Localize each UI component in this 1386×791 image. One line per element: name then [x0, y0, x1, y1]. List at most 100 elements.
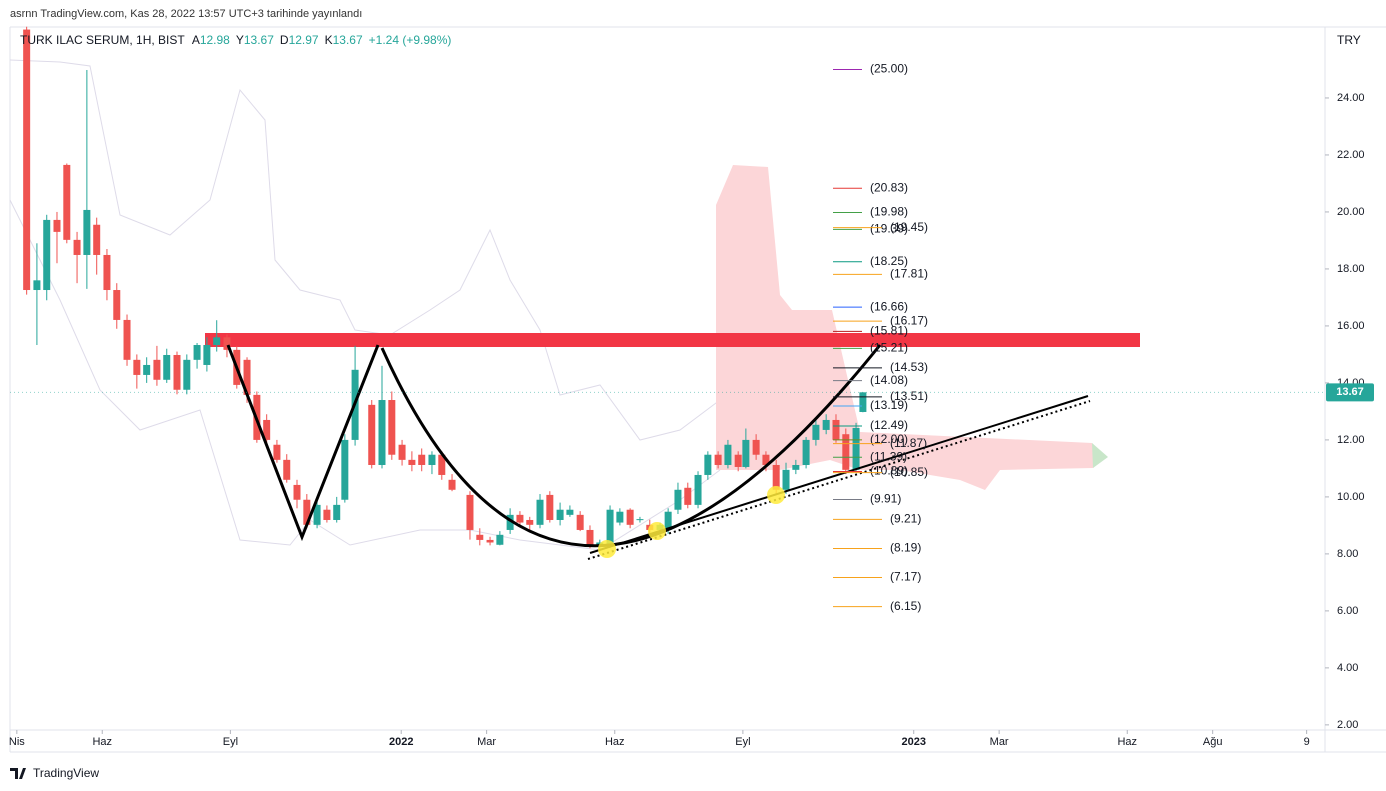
cloud [716, 165, 1105, 490]
candle-body [303, 499, 311, 525]
level-label: (16.17) [890, 313, 928, 327]
pattern-drawings [226, 344, 1091, 560]
candle-body [113, 290, 121, 320]
level-label: (20.83) [870, 180, 908, 194]
candle-body [586, 529, 594, 545]
y-tick-label: 24.00 [1337, 92, 1365, 104]
candle-body [859, 392, 867, 412]
level-label: (15.81) [870, 324, 908, 338]
level-label: (12.49) [870, 418, 908, 432]
footer-brand: TradingView [33, 766, 99, 780]
ohlc-key: Y [236, 33, 244, 47]
y-tick-label: 18.00 [1337, 263, 1365, 275]
y-tick-label: 2.00 [1337, 719, 1358, 731]
candle-body [123, 319, 131, 360]
candle-body [283, 459, 291, 480]
x-tick-label: Haz [92, 736, 112, 748]
level-label: (25.00) [870, 62, 908, 76]
change: +1.24 (+9.98%) [369, 33, 452, 47]
indicator-line [9, 59, 721, 441]
candle-body [43, 219, 51, 291]
candle-body [782, 469, 790, 490]
candle-body [83, 209, 91, 255]
candle-body [832, 419, 840, 440]
level-label: (16.66) [870, 299, 908, 313]
touch-marker [648, 522, 666, 540]
x-tick-label: 2023 [901, 736, 925, 748]
x-tick-label: 9 [1304, 736, 1310, 748]
level-label: (11.87) [890, 436, 927, 450]
ohlc-key: D [280, 33, 289, 47]
candle-body [143, 364, 151, 375]
candle-body [448, 479, 456, 490]
x-tick-label: Haz [1117, 736, 1137, 748]
trend-line [589, 395, 1089, 554]
level-label: (19.45) [890, 220, 928, 234]
candle-body [193, 345, 201, 360]
resistance-zone [205, 333, 1140, 347]
candle-body [73, 239, 81, 255]
ohlc-value: 12.98 [200, 33, 230, 47]
candle-body [546, 494, 554, 520]
y-tick-label: 20.00 [1337, 206, 1365, 218]
candle-body [33, 280, 41, 291]
candle-body [388, 400, 396, 455]
candle-body [724, 444, 732, 465]
candle-body [418, 454, 426, 465]
candle-body [636, 519, 644, 521]
candle-body [293, 484, 301, 500]
symbol: TURK ILAC SERUM, 1H, BIST [20, 33, 185, 47]
candle-body [323, 509, 331, 520]
x-tick-label: Nis [9, 736, 25, 748]
candle-body [53, 219, 61, 232]
y-tick-label: 16.00 [1337, 320, 1365, 332]
level-label: (6.15) [890, 599, 921, 613]
level-label: (12.00) [870, 432, 908, 446]
published-note: asrnn TradingView.com, Kas 28, 2022 13:5… [10, 8, 362, 20]
level-label: (18.25) [870, 254, 908, 268]
x-tick-label: Ağu [1203, 736, 1223, 748]
level-label: (7.17) [890, 570, 921, 584]
last-price-tag [1326, 383, 1374, 402]
candle-body [714, 454, 722, 465]
level-label: (15.21) [870, 341, 908, 355]
y-tick-label: 10.00 [1337, 491, 1365, 503]
candle-body [153, 359, 161, 380]
cloud-tip [1092, 443, 1108, 468]
y-tick-label: 12.00 [1337, 434, 1365, 446]
level-label: (19.39) [870, 221, 908, 235]
candle-body [674, 489, 682, 510]
y-tick-label: 6.00 [1337, 605, 1358, 617]
level-label: (10.85) [890, 465, 928, 479]
ohlc-value: 13.67 [244, 33, 274, 47]
level-label: (8.19) [890, 541, 921, 555]
candle-body [103, 254, 111, 291]
level-label: (9.91) [870, 492, 901, 506]
candle-body [223, 337, 231, 350]
currency: TRY [1337, 33, 1361, 47]
x-tick-label: Eyl [223, 736, 238, 748]
candle-body [466, 494, 474, 530]
candle-body [606, 509, 614, 545]
logo-icon [10, 768, 26, 779]
candle-body [536, 499, 544, 525]
symbol-legend: TURK ILAC SERUM, 1H, BIST A12.98 Y13.67 D12… [20, 33, 451, 47]
footer-logo: TradingView [10, 766, 99, 780]
x-tick-label: Eyl [735, 736, 750, 748]
candle-body [792, 464, 800, 470]
candle-body [802, 439, 810, 465]
candle-body [263, 419, 271, 440]
last-price-label: 13.67 [1336, 386, 1364, 398]
candle-body [398, 444, 406, 460]
level-label: (17.81) [890, 267, 928, 281]
y-tick-label: 4.00 [1337, 662, 1358, 674]
level-label: (9.21) [890, 512, 921, 526]
candle-body [742, 439, 750, 467]
level-label: (14.53) [890, 360, 928, 374]
candle-body [273, 444, 281, 460]
candle-body [496, 534, 504, 545]
candle-body [842, 434, 850, 470]
candle-body [341, 439, 349, 500]
candle-body [762, 454, 770, 465]
candle-body [333, 504, 341, 520]
